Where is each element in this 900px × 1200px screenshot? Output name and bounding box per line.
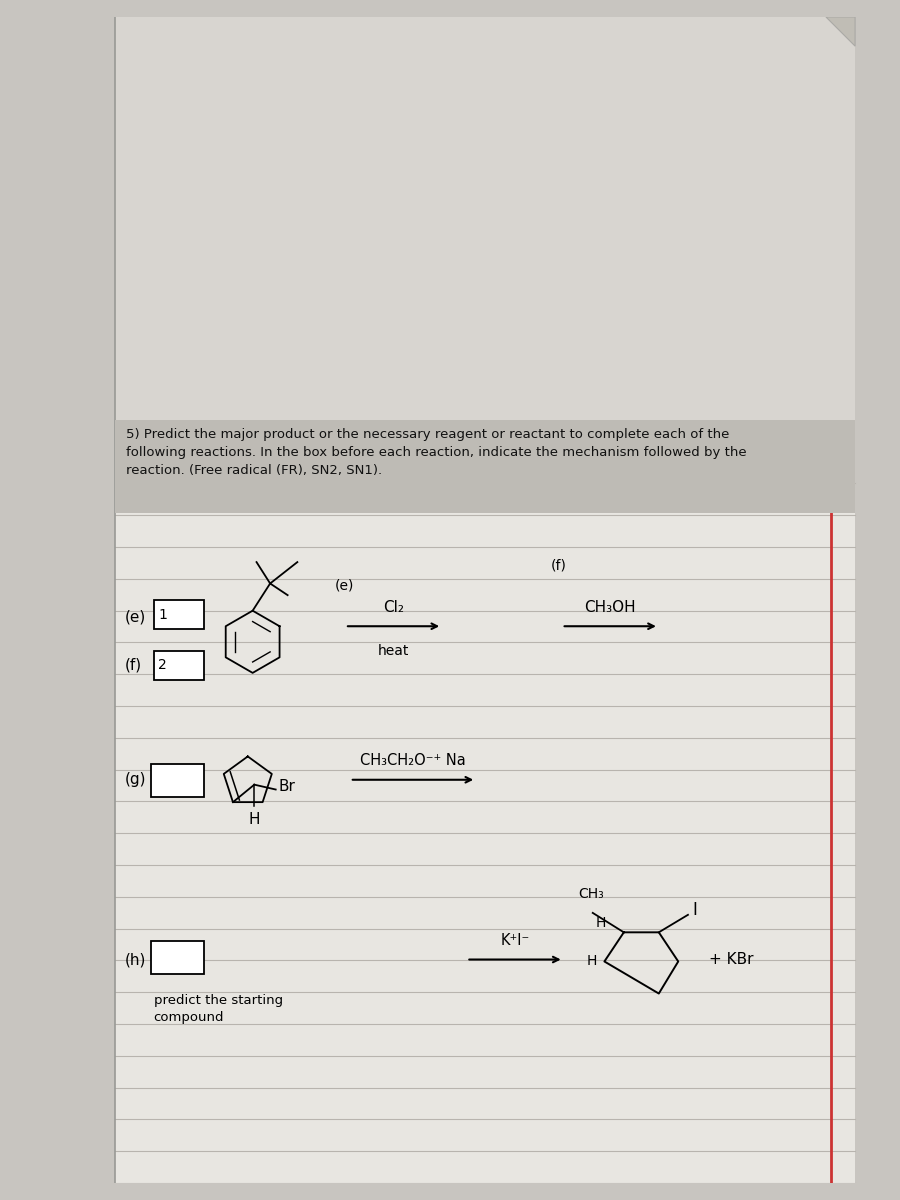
Text: H: H [586,954,597,968]
Text: heat: heat [378,643,410,658]
Bar [154,650,204,679]
Text: (e): (e) [124,610,146,624]
Text: Br: Br [279,779,295,794]
Text: CH₃CH₂O⁻⁺ Na: CH₃CH₂O⁻⁺ Na [360,754,466,768]
Text: Cl₂: Cl₂ [383,600,404,614]
Text: CH₃: CH₃ [578,887,604,901]
Text: (e): (e) [335,578,355,593]
Text: 1: 1 [158,607,167,622]
Bar [114,17,855,1183]
Bar [0,17,114,1183]
Text: I: I [693,901,698,919]
Text: K⁺I⁻: K⁺I⁻ [500,932,529,948]
Text: 5) Predict the major product or the necessary reagent or reactant to complete ea: 5) Predict the major product or the nece… [126,428,747,478]
Text: predict the starting
compound: predict the starting compound [154,994,283,1024]
Text: H: H [596,916,607,930]
Text: CH₃OH: CH₃OH [584,600,636,614]
Bar [154,600,204,629]
Text: + KBr: + KBr [709,952,754,967]
Text: (f): (f) [124,658,141,673]
Text: (g): (g) [124,773,146,787]
Text: H: H [248,812,260,827]
Text: (f): (f) [551,559,567,572]
Polygon shape [826,17,855,46]
Text: (h): (h) [124,952,146,967]
Text: 2: 2 [158,658,167,672]
Bar [150,764,204,797]
Bar [114,17,855,484]
Bar [150,941,204,974]
Bar [114,420,855,512]
